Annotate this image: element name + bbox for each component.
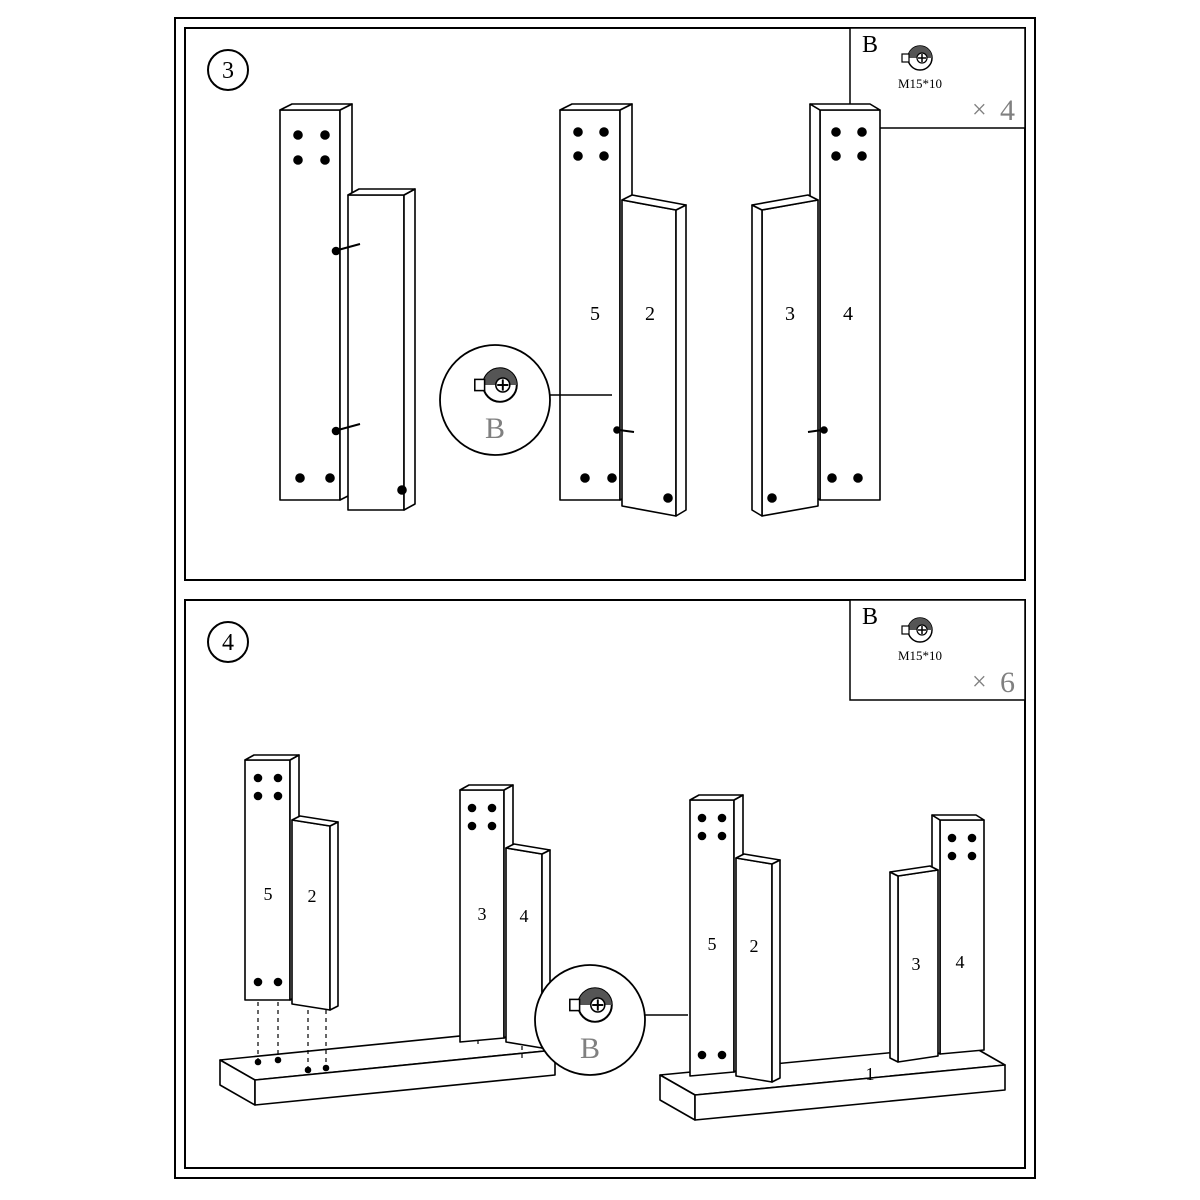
step4-callout-label: B [580, 1032, 600, 1065]
step4-hw-spec: M15*10 [898, 648, 942, 663]
step3-callout-label: B [485, 412, 505, 445]
step3-label-3: 3 [785, 303, 795, 325]
step3-hw-label: B [862, 32, 878, 58]
step4-left-label-4: 4 [520, 906, 529, 926]
step4-left-label-3: 3 [478, 904, 487, 924]
step3-number: 3 [222, 58, 234, 84]
step4-hw-qty-prefix: × [972, 667, 987, 696]
step4-left-label-2: 2 [308, 886, 317, 906]
assembly-instruction-page: 3 B M15*10 × 4 [0, 0, 1200, 1200]
step3-hw-spec: M15*10 [898, 76, 942, 91]
step4-hardware-box: B M15*10 × 6 [850, 600, 1025, 700]
step4-assembly-left [220, 755, 555, 1105]
step3-pair-left [280, 104, 415, 510]
step3-hw-qty-prefix: × [972, 95, 987, 124]
step4-right-label-1: 1 [866, 1064, 875, 1084]
step3-label-4: 4 [843, 303, 853, 325]
step4-callout: B [535, 965, 688, 1075]
step3-label-5: 5 [590, 303, 600, 325]
step3-pair-middle [560, 104, 686, 516]
step4-hw-label: B [862, 604, 878, 630]
step4-right-label-2: 2 [750, 936, 759, 956]
step4-assembly-right [660, 795, 1005, 1120]
step4-right-label-3: 3 [912, 954, 921, 974]
step4-left-label-5: 5 [264, 884, 273, 904]
diagram-svg: 3 B M15*10 × 4 [0, 0, 1200, 1200]
step3-pair-right [752, 104, 880, 516]
step4-hw-qty: 6 [1000, 666, 1015, 699]
step4-number: 4 [222, 630, 234, 656]
step3-label-2: 2 [645, 303, 655, 325]
step4-right-label-4: 4 [956, 952, 965, 972]
step4-right-label-5: 5 [708, 934, 717, 954]
step3-hw-qty: 4 [1000, 94, 1015, 127]
